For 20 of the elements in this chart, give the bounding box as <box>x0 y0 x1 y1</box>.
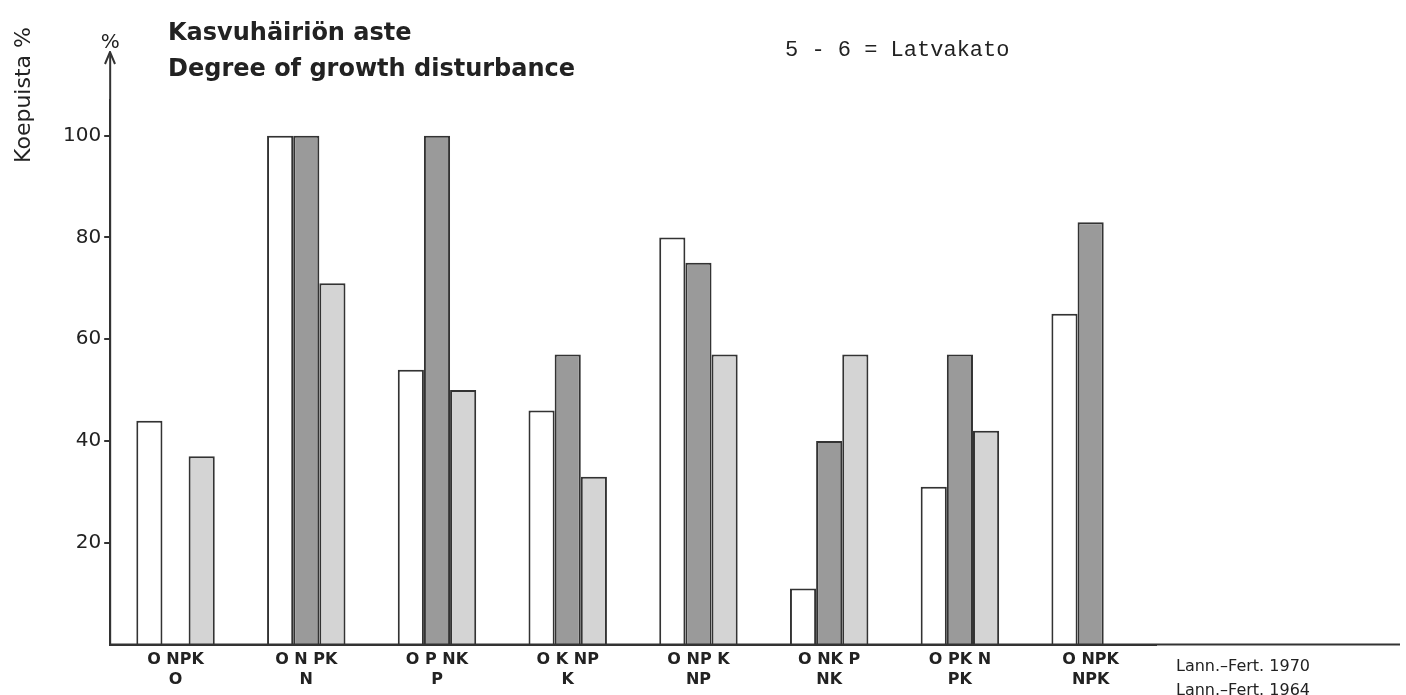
x-tick-label: O PK N PK <box>928 649 992 688</box>
text: Lann.–Fert. 1964 <box>1176 679 1310 695</box>
y-tick-label: 60 <box>75 325 102 350</box>
y-tick-label: 20 <box>75 529 102 554</box>
y-tick-label: 40 <box>75 427 102 452</box>
text: % <box>100 29 120 53</box>
x-tick-label: O NPK NPK <box>1062 649 1120 688</box>
text: Lann.–Fert. 1970 <box>1176 655 1310 675</box>
x-tick-label: O K NP K <box>536 649 600 688</box>
y-axis-title: Koepuista % <box>10 27 35 163</box>
chart-subtitle: Degree of growth disturbance <box>168 54 576 82</box>
y-tick-label: 80 <box>75 223 102 248</box>
y-tick-label: 100 <box>62 121 102 146</box>
x-tick-label: O NP K NP <box>667 649 731 688</box>
chart-title: Kasvuhäiriön aste <box>168 18 412 46</box>
x-tick-label: O NK P NK <box>798 649 861 688</box>
x-tick-label: O N PK N <box>275 649 338 688</box>
text: 5 - 6 = Latvakato <box>785 38 1010 63</box>
x-tick-label: O P NK P <box>405 649 469 688</box>
x-tick-label: O NPK O <box>147 649 205 688</box>
